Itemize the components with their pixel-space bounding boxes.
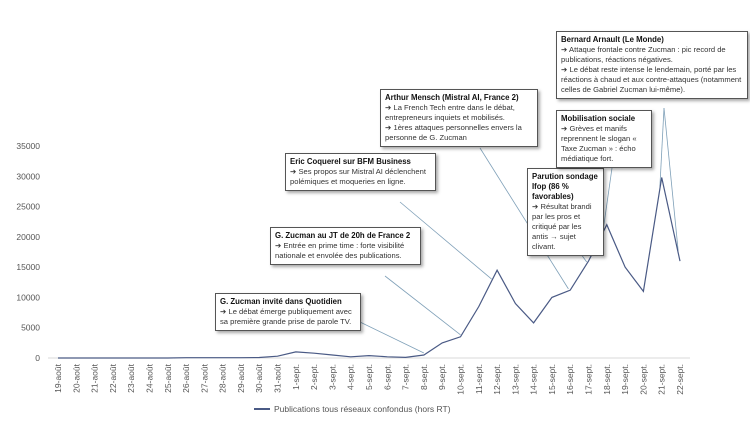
- annotation-text: ➔ Attaque frontale contre Zucman : pic r…: [561, 45, 726, 64]
- x-tick-label: 7-sept.: [401, 364, 411, 390]
- annotation-connector: [663, 107, 679, 251]
- x-tick-label: 18-sept.: [602, 364, 612, 395]
- annotation-coquerel: Eric Coquerel sur BFM Business ➔ Ses pro…: [285, 153, 436, 191]
- annotation-connector: [602, 167, 613, 231]
- annotation-text: ➔ Grèves et manifs reprennent le slogan …: [561, 124, 637, 163]
- annotation-text: ➔ Résultat brandi par les pros et critiq…: [532, 202, 592, 251]
- series-line: [58, 177, 681, 359]
- y-tick-label: 10000: [16, 292, 40, 302]
- annotation-title: Eric Coquerel sur BFM Business: [290, 157, 411, 166]
- x-tick-label: 21-sept.: [657, 364, 667, 395]
- x-tick-label: 6-sept.: [382, 364, 392, 390]
- x-tick-label: 1-sept.: [291, 364, 301, 390]
- x-tick-label: 10-sept.: [455, 364, 465, 395]
- x-tick-label: 28-août: [218, 363, 228, 392]
- x-tick-label: 15-sept.: [547, 364, 557, 395]
- x-tick-label: 9-sept.: [437, 364, 447, 390]
- y-tick-label: 15000: [16, 262, 40, 272]
- annotation-text: ➔ Le débat émerge publiquement avec sa p…: [220, 307, 352, 326]
- legend-label: Publications tous réseaux confondus (hor…: [274, 404, 451, 414]
- x-tick-label: 23-août: [126, 363, 136, 392]
- x-tick-label: 29-août: [236, 363, 246, 392]
- y-tick-label: 25000: [16, 202, 40, 212]
- annotation-title: Mobilisation sociale: [561, 114, 636, 123]
- x-tick-label: 25-août: [163, 363, 173, 392]
- annotation-mensch: Arthur Mensch (Mistral AI, France 2) ➔ L…: [380, 89, 538, 147]
- annotation-text: ➔ La French Tech entre dans le débat, en…: [385, 103, 515, 122]
- x-tick-label: 21-août: [90, 363, 100, 392]
- x-tick-label: 30-août: [254, 363, 264, 392]
- x-tick-label: 22-août: [108, 363, 118, 392]
- x-tick-label: 20-sept.: [638, 364, 648, 395]
- x-tick-label: 31-août: [273, 363, 283, 392]
- annotation-connector: [399, 201, 492, 280]
- annotation-text: ➔ Entrée en prime time : forte visibilit…: [275, 241, 405, 260]
- x-tick-label: 11-sept.: [474, 364, 484, 394]
- x-tick-label: 5-sept.: [364, 364, 374, 390]
- annotation-text: ➔ 1ères attaques personnelles envers la …: [385, 123, 522, 142]
- annotation-title: G. Zucman invité dans Quotidien: [220, 297, 342, 306]
- x-tick-label: 24-août: [144, 363, 154, 392]
- annotation-connector: [359, 321, 425, 354]
- y-tick-label: 30000: [16, 171, 40, 181]
- annotation-connector: [384, 275, 461, 336]
- y-tick-label: 20000: [16, 232, 40, 242]
- annotation-title: G. Zucman au JT de 20h de France 2: [275, 231, 411, 240]
- annotation-text: ➔ Ses propos sur Mistral AI déclenchent …: [290, 167, 426, 186]
- annotation-title: Bernard Arnault (Le Monde): [561, 35, 664, 44]
- x-tick-label: 26-août: [181, 363, 191, 392]
- annotation-title: Arthur Mensch (Mistral AI, France 2): [385, 93, 519, 102]
- x-tick-label: 12-sept.: [492, 364, 502, 395]
- annotation-ifop: Parution sondage Ifop (86 % favorables) …: [527, 168, 604, 256]
- annotation-connector: [659, 107, 665, 187]
- x-tick-label: 13-sept.: [510, 364, 520, 395]
- annotation-mobilisation: Mobilisation sociale ➔ Grèves et manifs …: [556, 110, 652, 168]
- x-tick-label: 2-sept.: [309, 364, 319, 390]
- annotation-jt-france2: G. Zucman au JT de 20h de France 2 ➔ Ent…: [270, 227, 421, 265]
- legend-line-swatch: [254, 408, 270, 410]
- x-tick-label: 4-sept.: [346, 364, 356, 390]
- x-tick-label: 19-sept.: [620, 364, 630, 395]
- annotation-connector: [479, 147, 569, 290]
- y-tick-label: 5000: [21, 323, 40, 333]
- x-tick-label: 27-août: [199, 363, 209, 392]
- x-tick-label: 8-sept.: [419, 364, 429, 390]
- legend: Publications tous réseaux confondus (hor…: [254, 404, 451, 414]
- y-tick-label: 35000: [16, 141, 40, 151]
- x-tick-label: 20-août: [71, 363, 81, 392]
- x-tick-label: 14-sept.: [529, 364, 539, 395]
- x-tick-label: 17-sept.: [584, 364, 594, 395]
- x-tick-label: 22-sept.: [675, 364, 685, 395]
- annotation-arnault: Bernard Arnault (Le Monde) ➔ Attaque fro…: [556, 31, 748, 99]
- annotation-quotidien: G. Zucman invité dans Quotidien ➔ Le déb…: [215, 293, 361, 331]
- annotation-title: Parution sondage Ifop (86 % favorables): [532, 172, 598, 201]
- y-tick-label: 0: [35, 353, 40, 363]
- x-tick-label: 3-sept.: [327, 364, 337, 390]
- annotation-text: ➔ Le débat reste intense le lendemain, p…: [561, 65, 742, 94]
- x-tick-label: 19-août: [53, 363, 63, 392]
- x-tick-label: 16-sept.: [565, 364, 575, 395]
